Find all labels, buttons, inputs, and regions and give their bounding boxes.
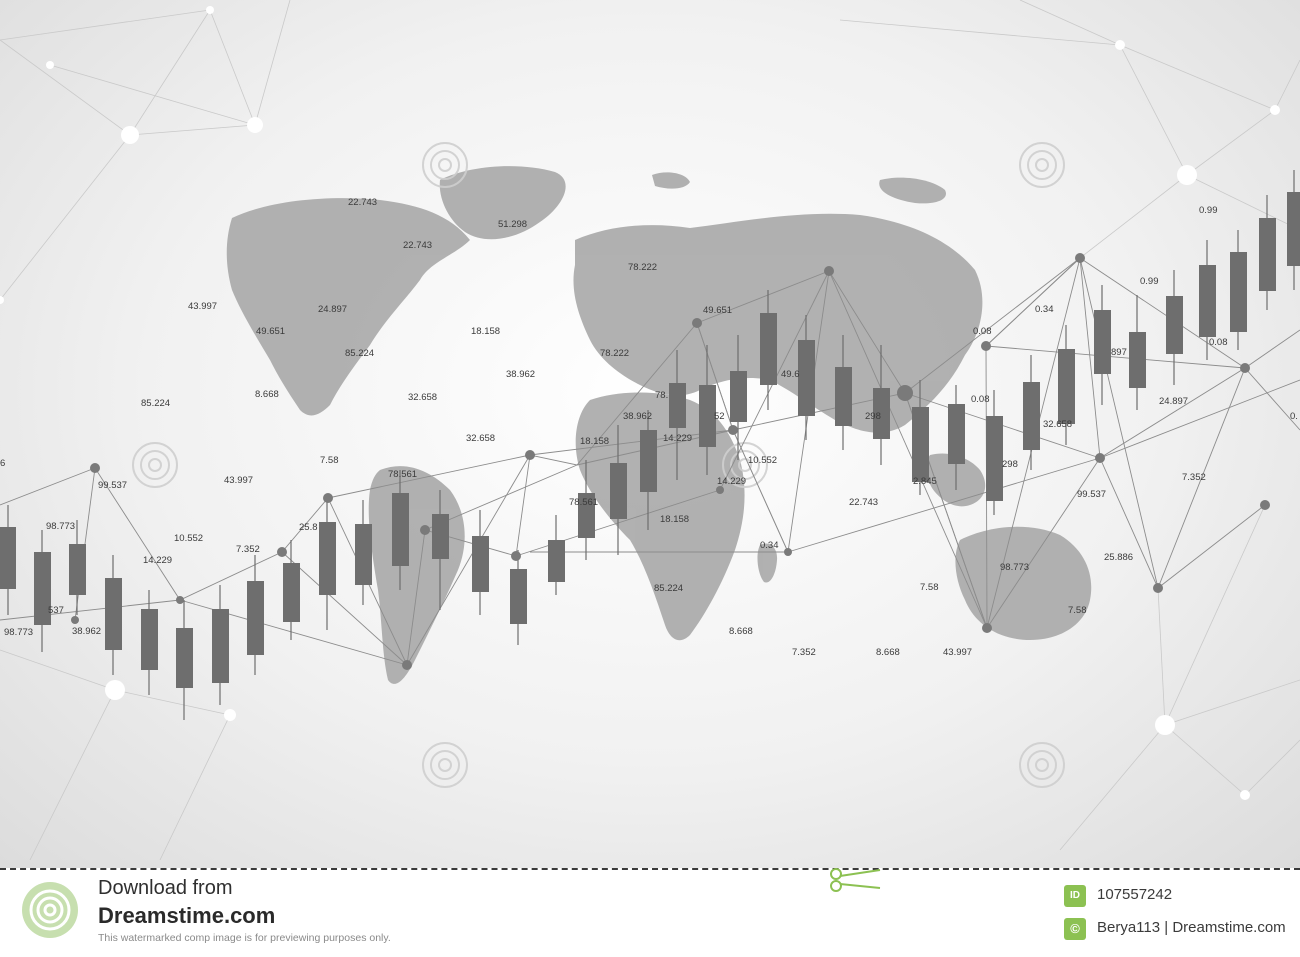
value-label: 10.552 (748, 455, 777, 466)
value-label: 32.658 (408, 392, 437, 403)
cut-line (0, 868, 1300, 870)
scissors-icon (830, 868, 881, 892)
value-label: 298 (865, 411, 881, 422)
value-label: 24.897 (1159, 396, 1188, 407)
value-label: 7.58 (320, 455, 339, 466)
dreamstime-logo-icon (22, 882, 78, 938)
value-label: 8.668 (255, 389, 279, 400)
value-label: 537 (48, 605, 64, 616)
value-label: 49.651 (703, 305, 732, 316)
value-label: 24.897 (318, 304, 347, 315)
value-label: 78.561 (388, 469, 417, 480)
value-label: 14.229 (663, 433, 692, 444)
value-label: 43.997 (943, 647, 972, 658)
value-label: 0.08 (1209, 337, 1228, 348)
value-label: 8.668 (876, 647, 900, 658)
value-label: 78.222 (600, 348, 629, 359)
value-label: 8.668 (729, 626, 753, 637)
site-name[interactable]: Dreamstime.com (98, 903, 276, 928)
value-label: 98.773 (4, 627, 33, 638)
value-label: 18.158 (471, 326, 500, 337)
value-label: 98.773 (1000, 562, 1029, 573)
value-label: 22.743 (849, 497, 878, 508)
value-label: 38.962 (506, 369, 535, 380)
value-label: 25.886 (1104, 552, 1133, 563)
value-label: 0.08 (971, 394, 990, 405)
value-label: 7.58 (1068, 605, 1087, 616)
value-label: 32.658 (466, 433, 495, 444)
value-label: 0.08 (973, 326, 992, 337)
value-label: 7.352 (792, 647, 816, 658)
value-label: 14.229 (143, 555, 172, 566)
value-label: 52 (714, 411, 725, 422)
author-credit: Berya113 | Dreamstime.com (1097, 919, 1286, 936)
watermark-footer: Download from Dreamstime.com This waterm… (0, 868, 1300, 957)
value-label: 98.773 (46, 521, 75, 532)
value-label: 897 (1111, 347, 1127, 358)
watermark-swirls (132, 142, 1065, 788)
value-label: 78. (655, 390, 668, 401)
value-label: 2.845 (913, 476, 937, 487)
value-label: 78.222 (628, 262, 657, 273)
value-label: 298 (1002, 459, 1018, 470)
stock-market-artwork: 22.743 51.298 22.743 78.222 43.997 24.89… (0, 0, 1300, 868)
value-label: 7.58 (920, 582, 939, 593)
download-label: Download from (98, 877, 233, 899)
value-labels: 22.743 51.298 22.743 78.222 43.997 24.89… (0, 197, 1298, 658)
disclaimer-text: This watermarked comp image is for previ… (98, 932, 391, 944)
value-label: 0.99 (1140, 276, 1159, 287)
value-label: 78.561 (569, 497, 598, 508)
value-label: 32.658 (1043, 419, 1072, 430)
value-label: 7.352 (236, 544, 260, 555)
value-label: 0.99 (1199, 205, 1218, 216)
value-label: 22.743 (403, 240, 432, 251)
value-label: 38.962 (623, 411, 652, 422)
value-label: 0. (1290, 411, 1298, 422)
value-label: 25.8 (299, 522, 318, 533)
artwork-svg: 22.743 51.298 22.743 78.222 43.997 24.89… (0, 0, 1300, 861)
value-label: 0.34 (760, 540, 779, 551)
network-nodes (71, 253, 1270, 670)
value-label: 51.298 (498, 219, 527, 230)
copyright-icon: © (1064, 918, 1086, 940)
value-label: 43.997 (188, 301, 217, 312)
value-label: 14.229 (717, 476, 746, 487)
value-label: 85.224 (345, 348, 374, 359)
image-id: 107557242 (1097, 886, 1173, 903)
value-label: 85.224 (141, 398, 170, 409)
value-label: 38.962 (72, 626, 101, 637)
value-label: 99.537 (98, 480, 127, 491)
background-mesh (0, 0, 1300, 861)
value-label: 6 (0, 458, 5, 469)
value-label: 18.158 (660, 514, 689, 525)
id-icon: ID (1064, 885, 1086, 907)
value-label: 85.224 (654, 583, 683, 594)
value-label: 18.158 (580, 436, 609, 447)
value-label: 49.6 (781, 369, 800, 380)
value-label: 43.997 (224, 475, 253, 486)
value-label: 22.743 (348, 197, 377, 208)
candlestick-series (0, 170, 1300, 720)
value-label: 7.352 (1182, 472, 1206, 483)
value-label: 10.552 (174, 533, 203, 544)
value-label: 99.537 (1077, 489, 1106, 500)
background-nodes (0, 6, 1280, 800)
value-label: 49.651 (256, 326, 285, 337)
value-label: 0.34 (1035, 304, 1054, 315)
